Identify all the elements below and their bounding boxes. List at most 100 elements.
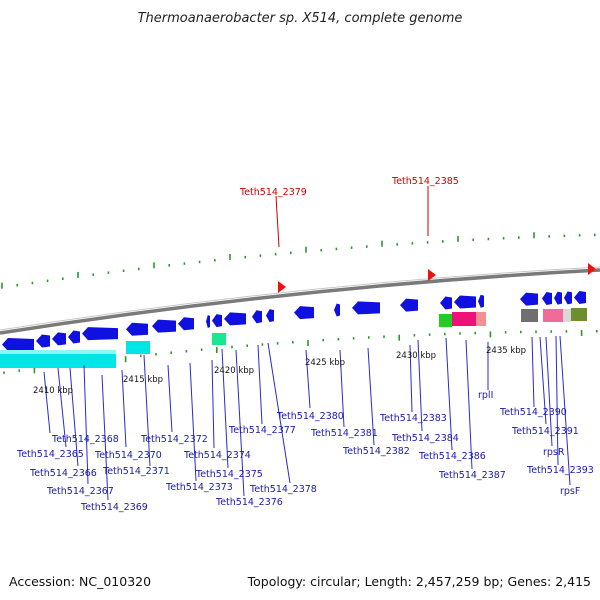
leader-line [275,195,280,248]
rrna-block [0,350,116,368]
leader-line [221,348,229,469]
gene-arrow [542,292,552,306]
gene-label: Teth514_2375 [195,469,263,480]
leader-line [555,335,559,466]
gene-arrow [400,298,418,312]
gene-arrow [554,291,562,305]
feature-block [452,312,476,326]
red-marker [428,269,436,281]
feature-block [476,312,486,326]
gene-label: Teth514_2370 [94,450,162,461]
leader-line [101,374,109,501]
kbp-label: 2420 kbp [214,366,254,376]
gene-arrow [252,310,262,324]
genome-backbone [0,268,600,335]
gene-label: Teth514_2386 [418,451,486,462]
rrna-highlight [0,350,116,354]
gene-label: Teth514_2380 [276,411,344,422]
gene-label: Teth514_2378 [249,484,317,495]
genome-info-text: Topology: circular; Length: 2,457,259 bp… [247,574,591,589]
trna-block [212,333,226,345]
gene-arrow [178,317,194,331]
gene-label: Teth514_2366 [29,468,97,479]
kbp-label: 2410 kbp [33,386,73,396]
leader-line [121,369,127,448]
leader-line [57,367,67,448]
feature-block [543,309,563,322]
leader-line [339,349,345,428]
gene-label: rpsR [543,447,565,458]
leader-line [545,336,553,447]
gene-label: Teth514_2384 [391,433,459,444]
gene-label: rplI [478,390,493,401]
gene-arrow [206,315,210,329]
gene-label: Teth514_2374 [183,450,251,461]
gene-label: Teth514_2382 [342,446,410,457]
leader-line [83,364,89,485]
map-title: Thermoanaerobacter sp. X514, complete ge… [138,11,463,26]
gene-label: Teth514_2383 [379,413,447,424]
gene-arrow [574,291,586,305]
leader-line [211,359,215,449]
gene-label: Teth514_2381 [310,428,378,439]
outer-ticks [1,232,596,289]
gene-arrow [152,319,176,333]
gene-label: Teth514_2369 [80,502,148,513]
gene-arrow [68,330,80,344]
leader-line [465,339,473,470]
gene-label: Teth514_2371 [102,466,170,477]
gene-arrow [212,314,222,328]
feature-block [571,308,587,321]
gene-label: Teth514_2379 [239,187,307,198]
gene-arrow [352,301,380,315]
leader-line [417,339,423,432]
leader-line [539,336,547,425]
leader-line [409,344,413,413]
gene-arrow [478,294,484,308]
gene-label: Teth514_2390 [499,407,567,418]
rrna-block [126,341,150,354]
gene-track [0,263,596,368]
gene-arrow [564,291,572,305]
gene-arrow [294,306,314,320]
leader-line [445,337,453,451]
gene-label: Teth514_2365 [16,449,84,460]
gene-arrow [2,337,34,351]
kbp-label: 2430 kbp [396,351,436,361]
gene-arrow [454,295,476,309]
gene-label: Teth514_2373 [165,482,233,493]
gene-arrow [52,332,66,346]
leader-line [69,367,79,467]
kbp-label: 2415 kbp [123,375,163,385]
accession-text: Accession: NC_010320 [9,574,151,589]
leader-line [167,364,173,433]
gene-label: Teth514_2387 [438,470,506,481]
gene-arrow [440,296,452,310]
feature-block [439,314,452,327]
leader-line [189,362,197,482]
kbp-label: 2425 kbp [305,358,345,368]
gene-label: Teth514_2368 [51,434,119,445]
gene-label: Teth514_2385 [391,176,459,187]
leader-line [531,336,535,408]
feature-block [563,309,571,322]
gene-label: Teth514_2376 [215,497,283,508]
leader-line [43,371,51,434]
gene-arrow [266,309,274,323]
gene-arrow [520,292,538,306]
backbone-highlight [0,266,600,331]
gene-arrow [126,322,148,336]
gene-label: Teth514_2372 [140,434,208,445]
feature-block [521,309,538,322]
gene-label: Teth514_2367 [46,486,114,497]
leader-line [235,349,245,497]
leader-line [367,347,375,446]
leader-line [559,335,571,486]
leader-line [257,344,263,425]
gene-label: Teth514_2391 [511,426,579,437]
kbp-label: 2435 kbp [486,346,526,356]
label-leaders [43,186,571,501]
gene-arrow [36,334,50,348]
